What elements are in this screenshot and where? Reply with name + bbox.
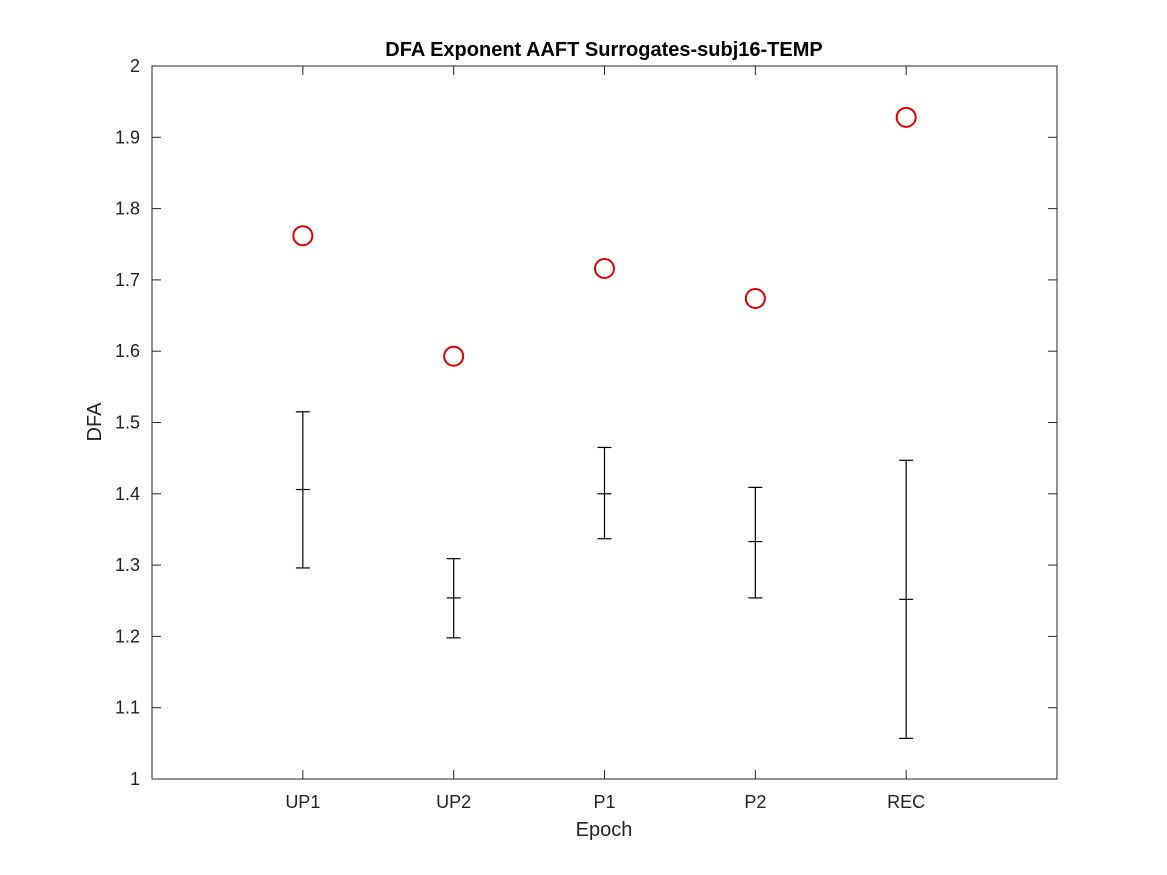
x-tick-label: REC [887, 792, 925, 812]
y-tick-label: 1.9 [115, 127, 140, 147]
errorbar-series [295, 411, 914, 739]
y-tick-label: 1 [130, 769, 140, 789]
y-tick-label: 1.1 [115, 698, 140, 718]
y-tick-label: 1.5 [115, 413, 140, 433]
y-axis-label: DFA [84, 402, 106, 442]
data-point-circle [292, 225, 314, 247]
chart-title: DFA Exponent AAFT Surrogates-subj16-TEMP [385, 39, 822, 61]
axes-box [151, 65, 1058, 780]
data-point-circle [594, 257, 615, 279]
y-tick-label: 1.6 [115, 341, 140, 361]
x-tick-label: UP1 [285, 792, 320, 812]
y-tick-label: 1.4 [115, 484, 140, 504]
y-tick-label: 1.2 [115, 626, 140, 646]
x-tick-label: P2 [744, 792, 766, 812]
x-axis-label: Epoch [576, 819, 633, 841]
y-tick-label: 1.3 [115, 555, 140, 575]
axis-ticks [152, 65, 1057, 780]
tick-labels: 1 1.1 1.2 1.3 1.4 1.5 1.6 1.7 1.8 1.9 2 UP1 UP2 P1 P2 R… [115, 56, 925, 812]
y-tick-label: 1.7 [115, 270, 140, 290]
plot-area [152, 66, 1057, 779]
y-tick-label: 2 [130, 56, 140, 76]
x-tick-label: P1 [593, 792, 615, 812]
circle-series [292, 106, 917, 367]
y-tick-label: 1.8 [115, 199, 140, 219]
x-tick-label: UP2 [436, 792, 471, 812]
data-point-circle [895, 106, 917, 128]
data-point-circle [744, 287, 766, 309]
data-point-circle [443, 345, 465, 367]
